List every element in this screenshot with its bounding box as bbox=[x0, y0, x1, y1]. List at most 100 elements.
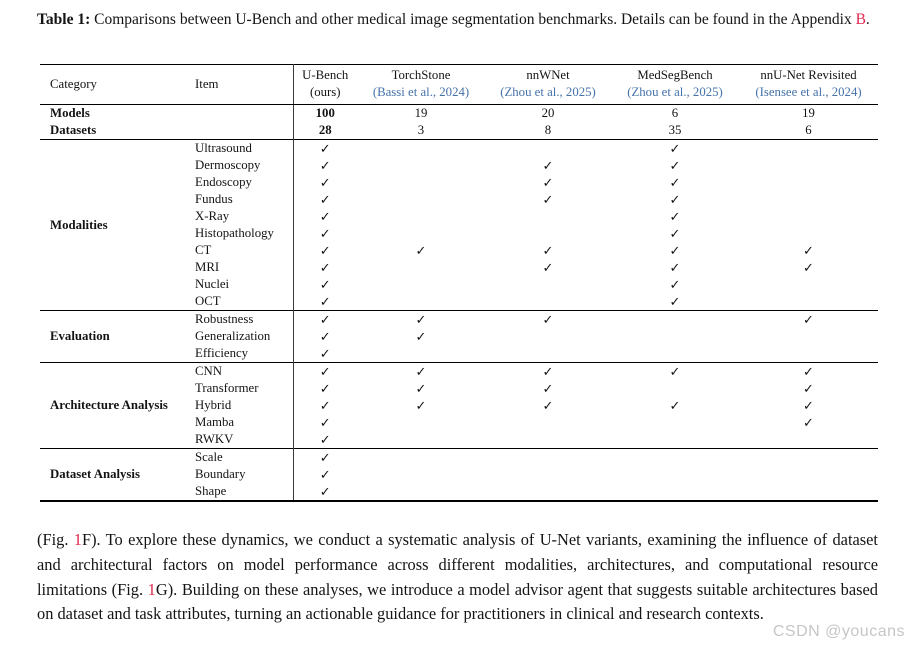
check-cell: ✓ bbox=[485, 174, 611, 191]
check-cell: ✓ bbox=[485, 191, 611, 208]
check-cell: ✓ bbox=[611, 276, 739, 293]
empty-cell bbox=[611, 466, 739, 483]
empty-cell bbox=[611, 431, 739, 449]
check-icon: ✓ bbox=[319, 192, 331, 207]
check-cell: ✓ bbox=[357, 363, 485, 381]
empty-cell bbox=[357, 345, 485, 363]
table-row: Efficiency ✓ bbox=[40, 345, 878, 363]
check-icon: ✓ bbox=[669, 260, 681, 275]
check-icon: ✓ bbox=[319, 209, 331, 224]
check-cell: ✓ bbox=[739, 397, 878, 414]
empty-cell bbox=[739, 276, 878, 293]
empty-cell bbox=[357, 225, 485, 242]
check-cell: ✓ bbox=[611, 242, 739, 259]
table-row: X-Ray ✓ ✓ bbox=[40, 208, 878, 225]
check-cell: ✓ bbox=[292, 242, 357, 259]
table-row: Boundary ✓ bbox=[40, 466, 878, 483]
check-cell: ✓ bbox=[485, 397, 611, 414]
empty-cell bbox=[739, 483, 878, 501]
check-icon: ✓ bbox=[669, 277, 681, 292]
empty-cell bbox=[357, 293, 485, 311]
citation-link[interactable]: (Isensee et al., 2024) bbox=[755, 85, 862, 99]
check-icon: ✓ bbox=[542, 158, 554, 173]
item-cell: Transformer bbox=[195, 381, 259, 395]
item-cell: CNN bbox=[195, 364, 223, 378]
table-row: Hybrid ✓ ✓ ✓ ✓ ✓ bbox=[40, 397, 878, 414]
check-cell: ✓ bbox=[357, 311, 485, 329]
empty-cell bbox=[611, 311, 739, 329]
table-row: OCT ✓ ✓ bbox=[40, 293, 878, 311]
check-icon: ✓ bbox=[542, 260, 554, 275]
empty-cell bbox=[611, 414, 739, 431]
check-cell: ✓ bbox=[292, 310, 357, 328]
comparison-table: Category Item U-Bench (ours) TorchStone (Ba… bbox=[40, 64, 878, 502]
empty-cell bbox=[357, 259, 485, 276]
table-caption: Table 1: Comparisons between U-Bench and… bbox=[37, 9, 878, 30]
count-cell: 6 bbox=[671, 106, 679, 120]
body-text: (Fig. bbox=[37, 530, 74, 549]
watermark: CSDN @youcans bbox=[772, 623, 905, 640]
check-icon: ✓ bbox=[319, 346, 331, 361]
item-cell: Scale bbox=[195, 450, 223, 464]
column-header-nnu-net-revisited: nnU-Net Revisited (Isensee et al., 2024) bbox=[739, 64, 878, 105]
count-cell: 6 bbox=[805, 123, 812, 137]
table-row: Endoscopy ✓ ✓ ✓ bbox=[40, 174, 878, 191]
check-icon: ✓ bbox=[803, 312, 814, 327]
check-cell: ✓ bbox=[739, 380, 878, 397]
item-cell: Fundus bbox=[195, 192, 233, 206]
check-cell: ✓ bbox=[292, 328, 357, 345]
citation-link[interactable]: (Zhou et al., 2025) bbox=[500, 85, 596, 99]
empty-cell bbox=[195, 105, 293, 123]
count-cell: 19 bbox=[802, 106, 815, 120]
figure-link[interactable]: 1 bbox=[147, 579, 156, 599]
check-icon: ✓ bbox=[319, 294, 331, 309]
check-cell: ✓ bbox=[292, 380, 357, 397]
check-icon: ✓ bbox=[669, 226, 681, 241]
check-cell: ✓ bbox=[739, 311, 878, 329]
empty-cell bbox=[611, 345, 739, 363]
empty-cell bbox=[739, 157, 878, 174]
empty-cell bbox=[739, 140, 878, 158]
count-cell: 100 bbox=[292, 104, 357, 122]
check-icon: ✓ bbox=[669, 398, 681, 413]
body-text: G). Building on these analyses, we intro… bbox=[37, 579, 878, 624]
category-cell: Datasets bbox=[50, 123, 97, 137]
check-cell: ✓ bbox=[357, 242, 485, 259]
empty-cell bbox=[485, 276, 611, 293]
check-icon: ✓ bbox=[542, 364, 554, 379]
appendix-link[interactable]: B bbox=[855, 11, 866, 28]
check-cell: ✓ bbox=[292, 345, 357, 363]
check-icon: ✓ bbox=[669, 141, 681, 156]
method-name: TorchStone bbox=[391, 68, 451, 82]
empty-cell bbox=[357, 208, 485, 225]
check-icon: ✓ bbox=[319, 467, 331, 482]
item-cell: Mamba bbox=[195, 415, 235, 429]
check-cell: ✓ bbox=[611, 191, 739, 208]
item-cell: Shape bbox=[195, 484, 227, 498]
check-cell: ✓ bbox=[485, 380, 611, 397]
check-icon: ✓ bbox=[319, 158, 331, 173]
figure-link[interactable]: 1 bbox=[73, 530, 82, 549]
table-row: Modalities Ultrasound ✓ ✓ bbox=[40, 139, 878, 232]
check-cell: ✓ bbox=[292, 174, 357, 191]
check-cell: ✓ bbox=[611, 174, 739, 191]
caption-label: Table 1: bbox=[37, 11, 91, 28]
empty-cell bbox=[485, 293, 611, 311]
empty-cell bbox=[357, 431, 485, 449]
empty-cell bbox=[357, 414, 485, 431]
check-icon: ✓ bbox=[803, 364, 814, 379]
check-icon: ✓ bbox=[319, 312, 331, 327]
check-icon: ✓ bbox=[319, 450, 331, 465]
item-cell: Endoscopy bbox=[195, 175, 252, 189]
check-cell: ✓ bbox=[611, 157, 739, 174]
method-subtitle: (ours) bbox=[309, 85, 341, 99]
check-cell: ✓ bbox=[611, 259, 739, 276]
empty-cell bbox=[485, 449, 611, 467]
check-icon: ✓ bbox=[803, 260, 814, 275]
check-cell: ✓ bbox=[611, 397, 739, 414]
check-cell: ✓ bbox=[357, 397, 485, 414]
citation-link[interactable]: (Bassi et al., 2024) bbox=[372, 85, 470, 99]
item-cell: Generalization bbox=[195, 329, 271, 343]
citation-link[interactable]: (Zhou et al., 2025) bbox=[627, 85, 723, 99]
empty-cell bbox=[485, 483, 611, 501]
